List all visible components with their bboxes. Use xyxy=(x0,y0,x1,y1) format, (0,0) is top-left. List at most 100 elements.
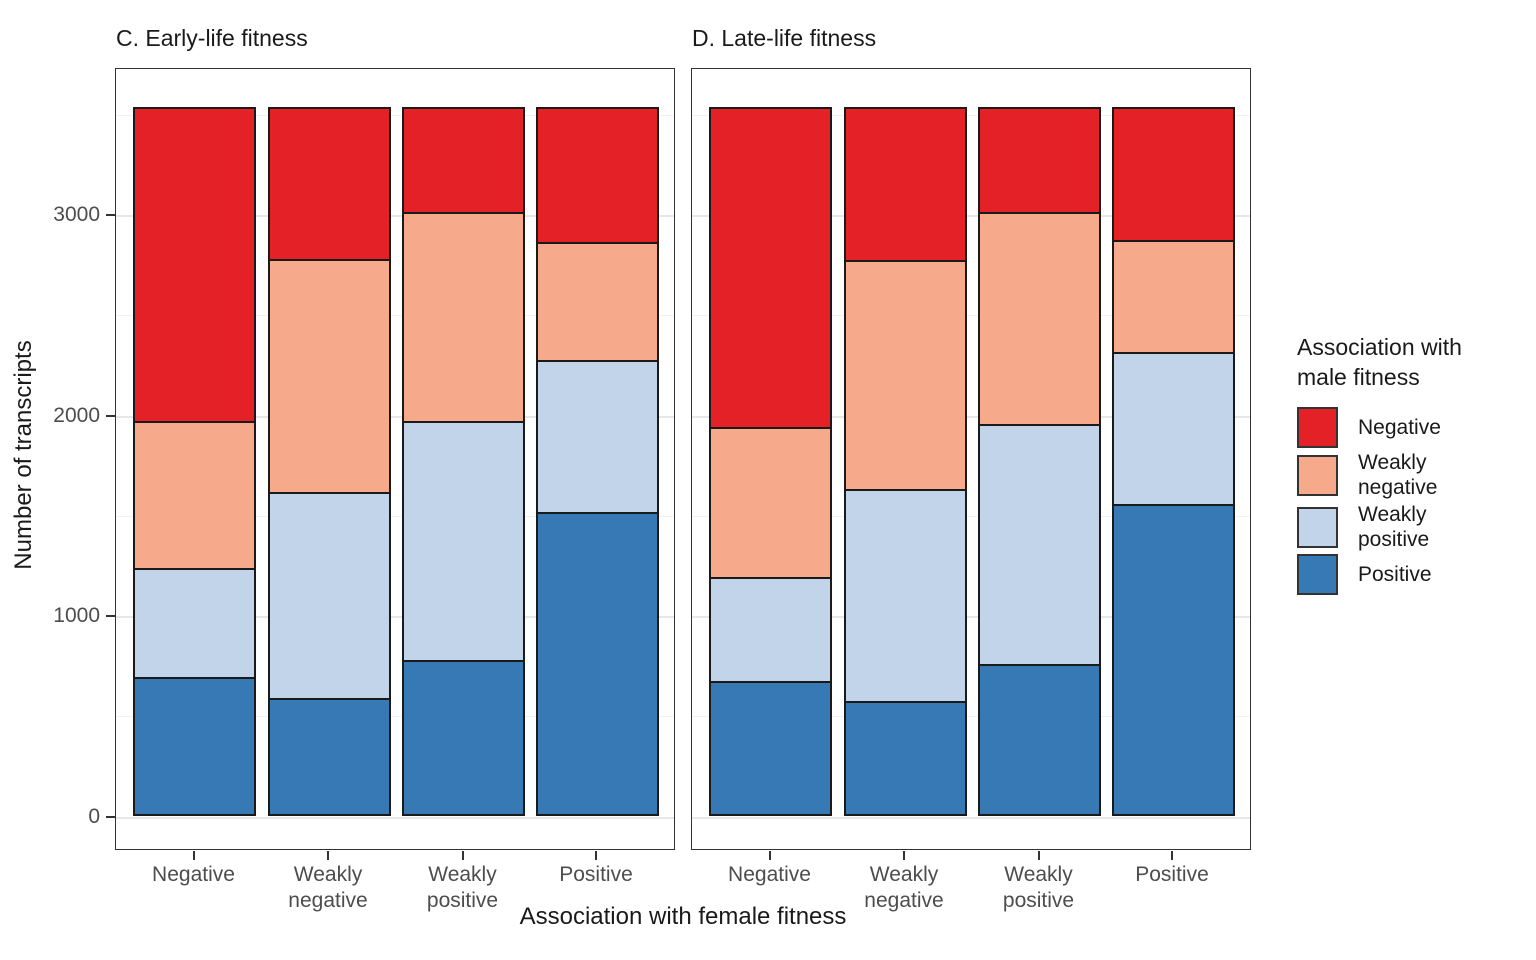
gridline-major xyxy=(116,816,674,819)
gridline-minor xyxy=(116,716,674,718)
panel-early-life xyxy=(115,68,675,850)
legend-item: Weakly positive xyxy=(1297,502,1529,552)
y-axis-tick-label: 3000 xyxy=(53,203,100,227)
gridline-minor xyxy=(692,114,1250,116)
bar-segment-negative xyxy=(709,106,832,429)
legend-item: Negative xyxy=(1297,407,1529,448)
gridline-major xyxy=(116,215,674,218)
x-axis-tick xyxy=(1037,851,1040,860)
gridline-major xyxy=(692,816,1250,819)
legend-swatch-weakly-negative xyxy=(1297,454,1338,496)
gridline-major xyxy=(692,616,1250,619)
stacked-bar-weakly-negative xyxy=(843,106,967,816)
x-axis-tick xyxy=(595,851,597,860)
panel-c-title: C. Early-life fitness xyxy=(116,25,308,51)
bar-segment-weakly-negative xyxy=(535,242,659,362)
legend-swatch-positive xyxy=(1297,554,1338,595)
bar-segment-negative xyxy=(1111,106,1235,243)
gridline-minor xyxy=(116,515,674,517)
stacked-bar-weakly-positive xyxy=(978,106,1101,816)
y-axis-tick xyxy=(106,615,115,618)
x-axis-tick xyxy=(768,851,771,860)
y-axis-tick-label: 0 xyxy=(88,804,100,828)
bar-segment-positive xyxy=(535,511,659,816)
gridline-minor xyxy=(116,114,674,116)
x-axis-tick-label: Negative xyxy=(152,863,235,886)
bar-segment-positive xyxy=(1111,503,1235,816)
bar-segment-positive xyxy=(978,664,1101,816)
gridline-major xyxy=(116,415,674,418)
y-axis-tick-label: 2000 xyxy=(53,403,100,427)
gridline-major xyxy=(692,215,1250,218)
bar-segment-weakly-positive xyxy=(535,359,659,514)
bar-segment-negative xyxy=(402,106,525,215)
bar-segment-weakly-positive xyxy=(843,488,967,704)
stacked-bar-weakly-positive xyxy=(402,106,525,816)
y-axis-title: Number of transcripts xyxy=(10,340,37,570)
x-axis-tick-label: Weakly negative xyxy=(864,863,944,912)
bar-segment-weakly-negative xyxy=(709,426,832,580)
bar-segment-weakly-positive xyxy=(1111,351,1235,506)
legend-item-label: Negative xyxy=(1358,416,1441,439)
legend-item: Weakly negative xyxy=(1297,450,1529,500)
bar-segment-negative xyxy=(267,106,391,262)
y-axis-tick xyxy=(106,414,115,417)
legend-swatch-weakly-positive xyxy=(1297,506,1338,548)
bar-segment-weakly-positive xyxy=(133,568,256,680)
stacked-bar-weakly-negative xyxy=(267,106,391,816)
y-axis-tick xyxy=(106,214,115,217)
gridline-minor xyxy=(692,716,1250,718)
bar-segment-weakly-negative xyxy=(978,212,1101,426)
gridline-minor xyxy=(692,515,1250,517)
gridline-major xyxy=(692,415,1250,418)
bar-segment-weakly-negative xyxy=(402,212,525,423)
x-axis-tick-label: Negative xyxy=(728,863,811,886)
x-axis-tick xyxy=(327,851,329,860)
x-axis-tick-label: Positive xyxy=(559,863,633,886)
bar-segment-weakly-negative xyxy=(1111,240,1235,354)
gridline-minor xyxy=(692,315,1250,317)
x-axis-tick xyxy=(192,851,195,860)
stacked-bar-negative xyxy=(133,106,256,816)
legend: Association with male fitness Negative W… xyxy=(1297,332,1529,597)
gridline-major xyxy=(116,616,674,619)
legend-item-label: Positive xyxy=(1358,563,1432,586)
bar-segment-negative xyxy=(978,106,1101,215)
bar-segment-positive xyxy=(843,701,967,816)
bar-segment-weakly-positive xyxy=(402,420,525,663)
bar-segment-negative xyxy=(843,106,967,263)
legend-item-label: Weakly negative xyxy=(1358,451,1438,499)
bar-segment-positive xyxy=(133,677,256,816)
y-axis-tick-label: 1000 xyxy=(53,604,100,628)
x-axis-tick-label: Positive xyxy=(1135,863,1209,886)
x-axis-tick-label: Weakly positive xyxy=(1002,863,1075,912)
bar-segment-positive xyxy=(709,681,832,816)
legend-swatch-negative xyxy=(1297,407,1338,448)
bar-segment-negative xyxy=(133,106,256,423)
y-axis-tick xyxy=(106,815,115,818)
bar-segment-weakly-negative xyxy=(267,259,391,494)
bar-segment-weakly-positive xyxy=(709,577,832,684)
bar-segment-weakly-negative xyxy=(843,260,967,491)
bar-segment-weakly-positive xyxy=(978,423,1101,667)
bar-segment-weakly-negative xyxy=(133,420,256,571)
stacked-bar-positive xyxy=(535,106,659,816)
bar-segment-negative xyxy=(535,106,659,245)
stacked-bar-negative xyxy=(709,106,832,816)
x-axis-tick xyxy=(903,851,905,860)
bar-segment-positive xyxy=(267,698,391,816)
x-axis-tick-label: Weakly negative xyxy=(288,863,368,912)
legend-item: Positive xyxy=(1297,554,1529,595)
bar-segment-positive xyxy=(402,660,525,816)
gridline-minor xyxy=(116,315,674,317)
bar-segment-weakly-positive xyxy=(267,491,391,701)
legend-item-label: Weakly positive xyxy=(1358,503,1430,551)
legend-title: Association with male fitness xyxy=(1297,334,1462,390)
x-axis-tick-label: Weakly positive xyxy=(426,863,499,912)
x-axis-tick xyxy=(461,851,464,860)
stacked-bar-positive xyxy=(1111,106,1235,816)
panel-d-title: D. Late-life fitness xyxy=(692,25,877,51)
x-axis-tick xyxy=(1171,851,1173,860)
panel-late-life xyxy=(691,68,1251,850)
